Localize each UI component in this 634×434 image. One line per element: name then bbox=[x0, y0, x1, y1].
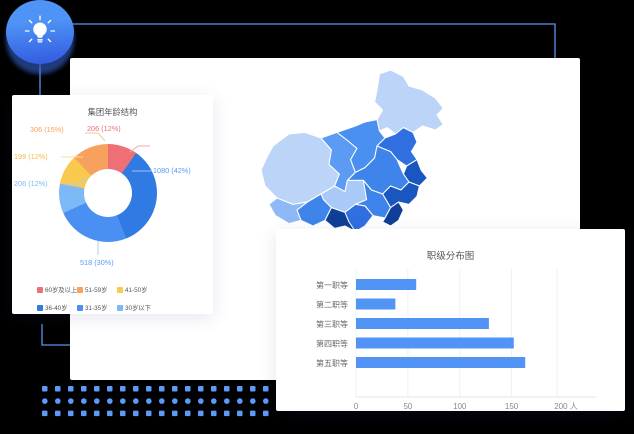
svg-text:50: 50 bbox=[403, 402, 412, 411]
svg-text:0: 0 bbox=[354, 402, 359, 411]
svg-text:第五职等: 第五职等 bbox=[316, 358, 348, 368]
svg-text:第二职等: 第二职等 bbox=[316, 300, 348, 310]
svg-text:第三职等: 第三职等 bbox=[316, 319, 348, 329]
svg-text:150: 150 bbox=[505, 402, 519, 411]
svg-text:第一职等: 第一职等 bbox=[316, 280, 348, 290]
svg-text:200 人: 200 人 bbox=[554, 402, 578, 411]
svg-text:100: 100 bbox=[453, 402, 467, 411]
svg-text:第四职等: 第四职等 bbox=[316, 339, 348, 349]
